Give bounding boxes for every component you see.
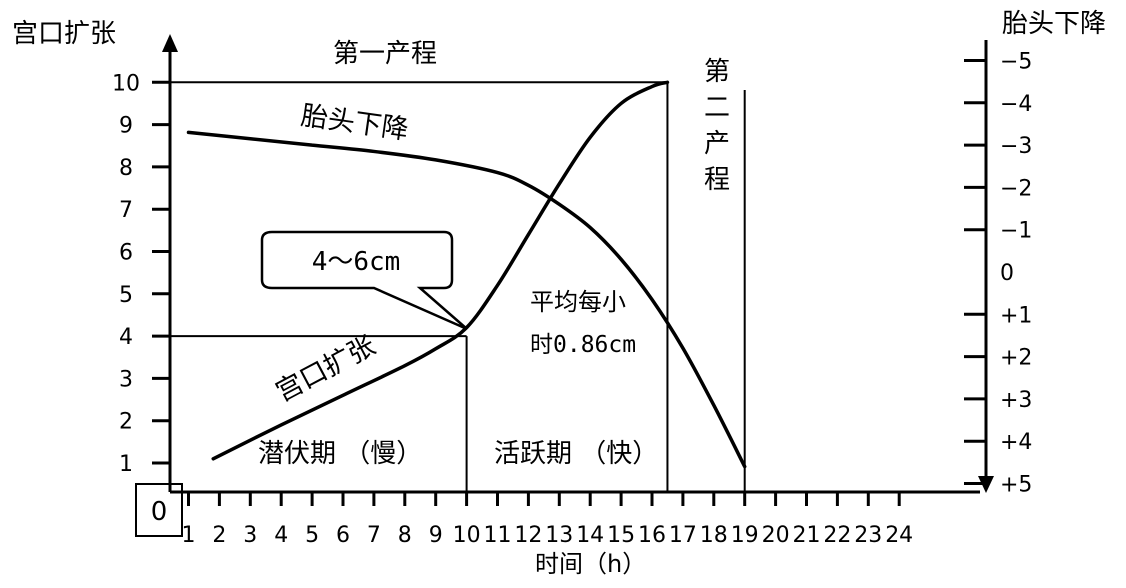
- x-tick-label: 6: [336, 523, 350, 548]
- latent-phase-label: 潜伏期 （慢）: [258, 439, 422, 469]
- y-right-tick-label: −4: [1000, 92, 1032, 117]
- x-tick-label: 20: [762, 523, 790, 548]
- y-left-tick-label: 10: [112, 71, 140, 96]
- first-stage-label: 第一产程: [333, 39, 437, 69]
- x-tick-label: 7: [367, 523, 381, 548]
- second-stage-char: 第: [704, 57, 730, 87]
- x-tick-label: 14: [576, 523, 604, 548]
- x-tick-label: 13: [545, 523, 573, 548]
- x-tick-label: 17: [669, 523, 697, 548]
- y-right-ticks: −5 −4 −3 −2 −1 0 +1 +2 +3 +4 +5: [964, 50, 1032, 498]
- y-left-tick-label: 5: [119, 283, 133, 308]
- x-ticks: 1 2 3 4 5 6 7 8 9 10 11 12 13 14 15 16 17 18 19 20 21 22 23 24: [182, 492, 913, 548]
- rate-label-line1: 平均每小: [530, 288, 626, 316]
- x-tick-label: 3: [243, 523, 257, 548]
- y-left-ticks: 1 2 3 4 5 6 7 8 9 10: [112, 71, 170, 477]
- descent-curve: [186, 130, 747, 469]
- y-right-tick-label: +2: [1000, 346, 1032, 371]
- x-tick-label: 5: [305, 523, 319, 548]
- x-tick-label: 19: [731, 523, 759, 548]
- axes: 0: [135, 34, 994, 537]
- origin-label: 0: [151, 497, 168, 527]
- x-tick-label: 12: [514, 523, 542, 548]
- y-right-tick-label: −2: [1000, 176, 1032, 201]
- left-axis-arrow-icon: [162, 34, 178, 52]
- curves: [186, 80, 747, 469]
- dilation-curve: [211, 80, 670, 461]
- y-right-tick-label: +5: [1000, 473, 1032, 498]
- x-tick-label: 11: [484, 523, 512, 548]
- y-left-tick-label: 9: [119, 114, 133, 139]
- y-left-tick-label: 8: [119, 156, 133, 181]
- x-tick-label: 4: [274, 523, 288, 548]
- rate-label-line2: 时0.86cm: [530, 332, 636, 358]
- descent-curve-label: 胎头下降: [299, 100, 410, 146]
- left-axis-title: 宫口扩张: [12, 19, 116, 49]
- y-right-tick-label: +3: [1000, 388, 1032, 413]
- y-left-tick-label: 2: [119, 410, 133, 435]
- origin-box: [135, 483, 183, 537]
- y-left-tick-label: 6: [119, 241, 133, 266]
- y-left-tick-label: 1: [119, 452, 133, 477]
- x-tick-label: 8: [398, 523, 412, 548]
- x-tick-label: 18: [700, 523, 728, 548]
- callout: 4～6cm: [260, 230, 468, 331]
- x-tick-label: 15: [607, 523, 635, 548]
- x-tick-label: 22: [823, 523, 851, 548]
- second-stage-char: 程: [704, 165, 730, 195]
- y-right-tick-label: +4: [1000, 430, 1032, 455]
- y-right-tick-label: −3: [1000, 134, 1032, 159]
- x-tick-label: 21: [793, 523, 821, 548]
- x-tick-label: 1: [182, 523, 196, 548]
- callout-text: 4～6cm: [312, 247, 401, 277]
- right-axis-title: 胎头下降: [1002, 9, 1106, 39]
- x-tick-label: 9: [429, 523, 443, 548]
- x-axis-title: 时间（h）: [535, 550, 646, 578]
- x-tick-label: 24: [885, 523, 913, 548]
- y-right-tick-label: +1: [1000, 303, 1032, 328]
- y-right-tick-label: −1: [1000, 219, 1032, 244]
- y-left-tick-label: 4: [119, 325, 133, 350]
- y-left-tick-label: 7: [119, 198, 133, 223]
- y-right-tick-label: −5: [1000, 50, 1032, 75]
- active-phase-label: 活跃期 （快）: [494, 439, 658, 469]
- second-stage-char: 二: [704, 93, 730, 123]
- dilation-curve-label: 宫口扩张: [271, 330, 381, 408]
- y-right-tick-label: 0: [1000, 261, 1014, 286]
- x-tick-label: 23: [854, 523, 882, 548]
- second-stage-char: 产: [704, 129, 730, 159]
- x-tick-label: 16: [638, 523, 666, 548]
- x-tick-label: 10: [453, 523, 481, 548]
- second-stage-label: 第二产程: [704, 57, 730, 195]
- callout-bubble: [260, 230, 468, 331]
- x-tick-label: 2: [212, 523, 226, 548]
- reference-lines: [170, 81, 746, 492]
- y-left-tick-label: 3: [119, 367, 133, 392]
